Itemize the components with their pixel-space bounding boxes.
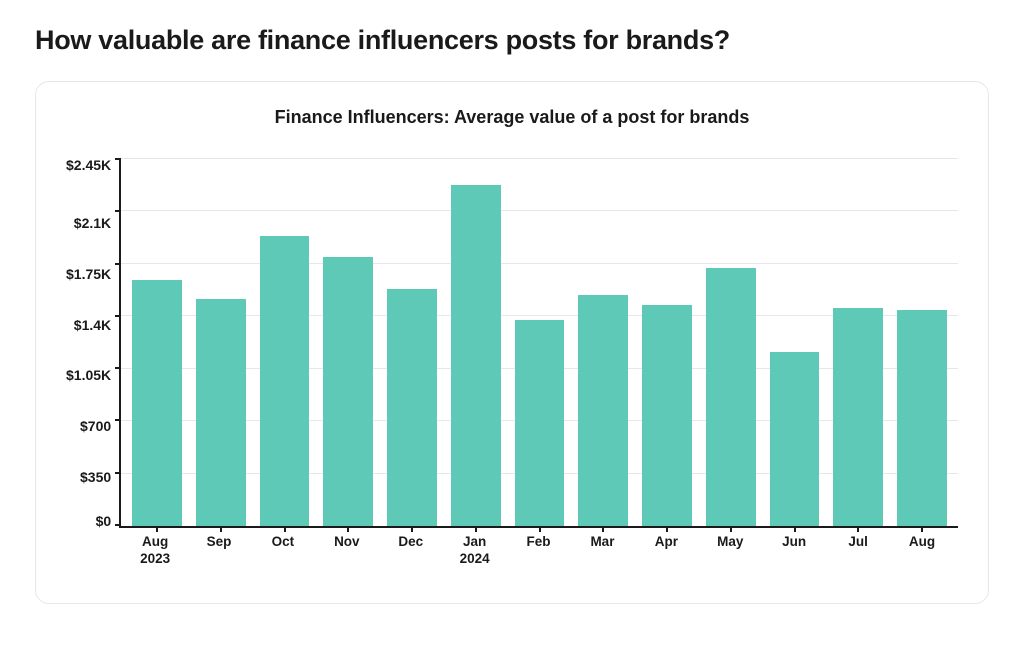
x-axis-tick-mark [220,526,222,532]
bar [578,295,628,526]
bar-slot [316,158,380,526]
bar [260,236,310,526]
bar [897,310,947,526]
bar-slot [125,158,189,526]
x-axis-tick-label: Aug [890,534,954,568]
x-axis-tick-mark [539,526,541,532]
x-axis-tick-label: Feb [507,534,571,568]
plot-area [119,158,958,528]
x-axis-tick-mark [156,526,158,532]
x-axis-tick-label: Nov [315,534,379,568]
bar-slot [571,158,635,526]
x-axis-tick-mark [794,526,796,532]
page-title: How valuable are finance influencers pos… [35,25,989,56]
x-axis-tick-label: Mar [571,534,635,568]
bar [132,280,182,526]
y-axis: $2.45K $2.1K $1.75K $1.4K $1.05K $700 $350 $0 [66,158,119,528]
x-axis-tick-mark [475,526,477,532]
bars-container [121,158,958,526]
bar-slot [380,158,444,526]
bar [770,352,820,526]
bar [196,299,246,526]
bar [387,289,437,526]
bar-slot [699,158,763,526]
x-axis-tick-mark [602,526,604,532]
x-axis-tick-label: Dec [379,534,443,568]
x-axis-tick-mark [411,526,413,532]
bar [323,257,373,526]
y-axis-tick-label: $1.05K [66,368,111,382]
x-axis-tick-label: Jun [762,534,826,568]
x-axis-tick-mark [921,526,923,532]
bar-slot [763,158,827,526]
y-axis-tick-label: $700 [80,419,111,433]
bar [515,320,565,526]
bar [833,308,883,526]
bar-slot [189,158,253,526]
bar-slot [444,158,508,526]
bar-slot [635,158,699,526]
y-axis-tick-label: $0 [96,514,112,528]
x-axis-tick-label: Jul [826,534,890,568]
x-axis-tick-mark [857,526,859,532]
x-axis-tick-mark [666,526,668,532]
bar [706,268,756,526]
x-axis-tick-label: Oct [251,534,315,568]
x-axis-tick-mark [730,526,732,532]
x-axis-tick-mark [347,526,349,532]
y-axis-tick-label: $1.4K [74,318,111,332]
bar [451,185,501,526]
y-axis-tick-label: $2.1K [74,216,111,230]
bar-slot [508,158,572,526]
y-axis-tick-label: $350 [80,470,111,484]
bar [642,305,692,526]
x-axis-tick-label: Aug2023 [123,534,187,568]
chart-card: Finance Influencers: Average value of a … [35,81,989,604]
x-axis-tick-label: Jan2024 [443,534,507,568]
x-axis-tick-label: Sep [187,534,251,568]
bar-slot [890,158,954,526]
x-axis-tick-label: May [698,534,762,568]
y-axis-tick-label: $1.75K [66,267,111,281]
y-axis-tick-label: $2.45K [66,158,111,172]
chart-wrapper: $2.45K $2.1K $1.75K $1.4K $1.05K $700 $350 $0 A… [66,158,958,578]
x-axis-tick-mark [284,526,286,532]
x-axis: Aug2023SepOctNovDecJan2024FebMarAprMayJu… [119,534,958,568]
bar-slot [253,158,317,526]
x-axis-tick-label: Apr [634,534,698,568]
bar-slot [826,158,890,526]
chart-title: Finance Influencers: Average value of a … [66,107,958,128]
